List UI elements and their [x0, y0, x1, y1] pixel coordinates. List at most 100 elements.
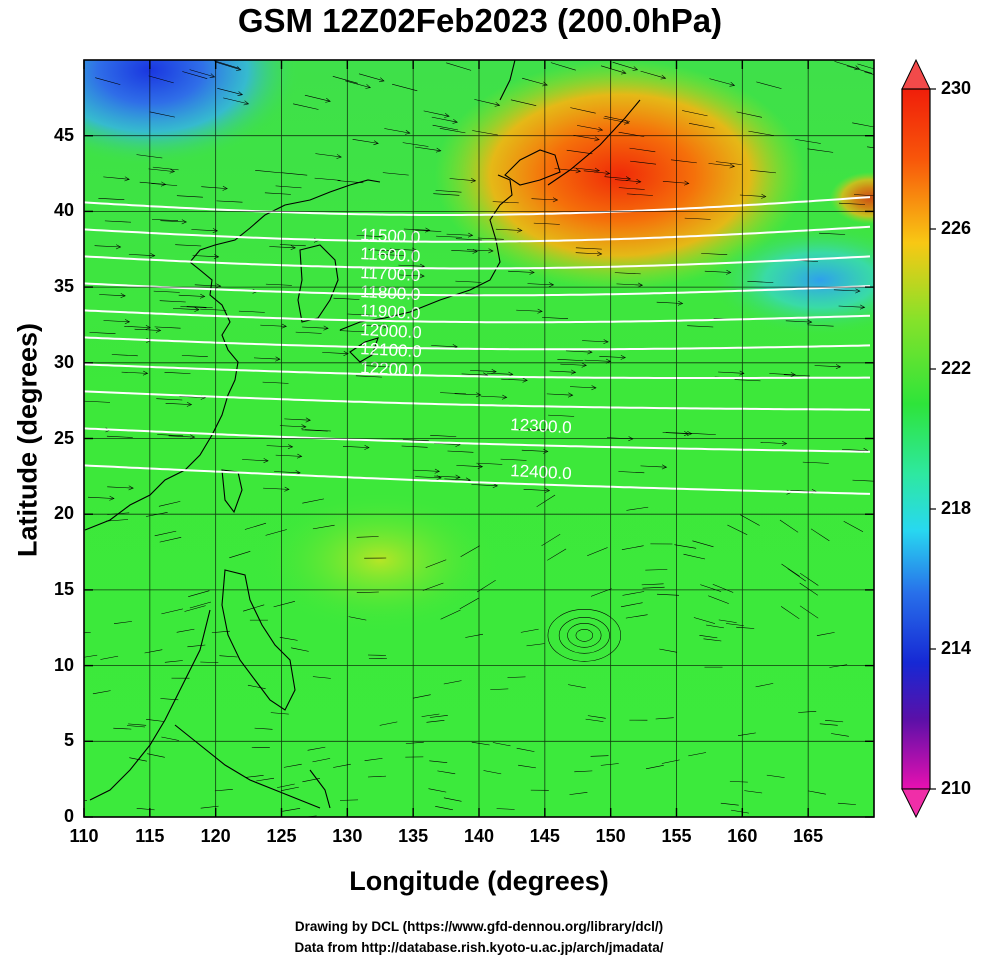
- streamline: [814, 365, 841, 368]
- streamline: [415, 476, 442, 479]
- streamline: [265, 529, 287, 536]
- streamline: [283, 763, 302, 768]
- streamline: [583, 170, 610, 174]
- streamline: [144, 649, 163, 654]
- streamline: [718, 371, 745, 374]
- streamline: [674, 544, 697, 549]
- wind-arrowhead: [150, 253, 156, 258]
- streamline: [273, 601, 295, 608]
- streamline: [194, 284, 221, 287]
- streamline: [149, 111, 175, 118]
- streamline: [429, 760, 448, 763]
- streamline: [816, 632, 835, 636]
- streamline: [172, 308, 200, 310]
- streamline: [270, 712, 289, 715]
- streamline: [496, 808, 515, 810]
- streamline: [683, 553, 706, 560]
- wind-arrowhead: [444, 112, 450, 118]
- streamline: [436, 235, 463, 238]
- streamline: [105, 519, 129, 522]
- streamline: [492, 742, 511, 747]
- streamline: [242, 459, 269, 462]
- streamline: [153, 290, 180, 293]
- wind-arrowhead: [620, 69, 627, 75]
- streamline: [480, 395, 507, 398]
- streamline: [687, 325, 714, 328]
- streamline: [455, 238, 482, 241]
- streamline: [291, 647, 309, 652]
- wind-arrowhead: [301, 424, 307, 430]
- streamline: [84, 632, 91, 634]
- streamline: [600, 65, 626, 74]
- streamline: [622, 591, 645, 596]
- wind-arrowhead: [124, 176, 130, 182]
- streamline: [184, 605, 206, 612]
- streamline: [780, 606, 800, 620]
- streamline: [747, 281, 774, 283]
- streamline: [618, 187, 645, 190]
- wind-arrowhead: [194, 307, 200, 312]
- streamline: [548, 414, 575, 417]
- streamline: [688, 752, 707, 757]
- streamline: [560, 363, 587, 366]
- height-contour: [84, 282, 871, 297]
- streamline: [425, 559, 447, 568]
- streamline: [443, 680, 462, 685]
- streamline: [413, 469, 440, 472]
- streamline: [157, 434, 184, 437]
- streamline: [626, 506, 649, 511]
- streamline: [659, 648, 678, 653]
- streamline: [279, 244, 306, 247]
- streamline: [585, 718, 604, 722]
- wind-arrowhead: [587, 349, 593, 355]
- x-axis-label: Longitude (degrees): [349, 866, 609, 896]
- axis-ticks: [83, 60, 874, 818]
- wind-arrowhead: [677, 300, 684, 306]
- wind-arrowhead: [686, 431, 693, 436]
- wind-arrowhead: [284, 486, 290, 492]
- streamline: [367, 775, 387, 778]
- streamline: [332, 76, 358, 84]
- streamline: [312, 758, 331, 763]
- wind-arrowhead: [209, 73, 216, 78]
- streamline: [356, 536, 379, 538]
- streamline: [737, 732, 756, 736]
- wind-arrowhead: [637, 282, 644, 288]
- streamline: [398, 274, 425, 277]
- streamline: [604, 176, 631, 180]
- streamline: [269, 246, 296, 249]
- streamline: [94, 245, 121, 248]
- streamline: [146, 719, 165, 722]
- streamline: [655, 717, 674, 720]
- streamline: [477, 237, 504, 240]
- streamline: [807, 324, 834, 327]
- streamline: [84, 654, 98, 658]
- streamline: [443, 797, 462, 802]
- streamline: [361, 324, 388, 327]
- streamline: [471, 484, 498, 487]
- streamline: [275, 454, 302, 457]
- streamline: [180, 306, 207, 309]
- streamline: [665, 432, 692, 434]
- wind-arrowhead: [488, 248, 494, 254]
- y-tick-label: 45: [53, 124, 74, 145]
- streamline: [128, 723, 147, 726]
- lat-lon-grid: [84, 60, 874, 817]
- wind-arrowhead: [343, 351, 349, 356]
- streamline: [281, 172, 308, 176]
- streamline: [161, 736, 180, 741]
- wind-arrowhead: [434, 468, 440, 474]
- wind-arrowhead: [596, 251, 603, 257]
- wind-arrowhead: [383, 323, 389, 329]
- wind-arrowhead: [470, 178, 477, 183]
- streamline: [160, 220, 187, 223]
- wind-arrowhead: [591, 385, 597, 391]
- streamline: [266, 445, 293, 448]
- wind-arrowhead: [263, 458, 269, 463]
- streamline: [390, 248, 417, 251]
- streamline: [603, 117, 629, 124]
- wind-arrowhead: [781, 440, 788, 446]
- streamline: [852, 479, 874, 482]
- streamline: [708, 595, 729, 604]
- wind-arrowhead: [186, 401, 193, 407]
